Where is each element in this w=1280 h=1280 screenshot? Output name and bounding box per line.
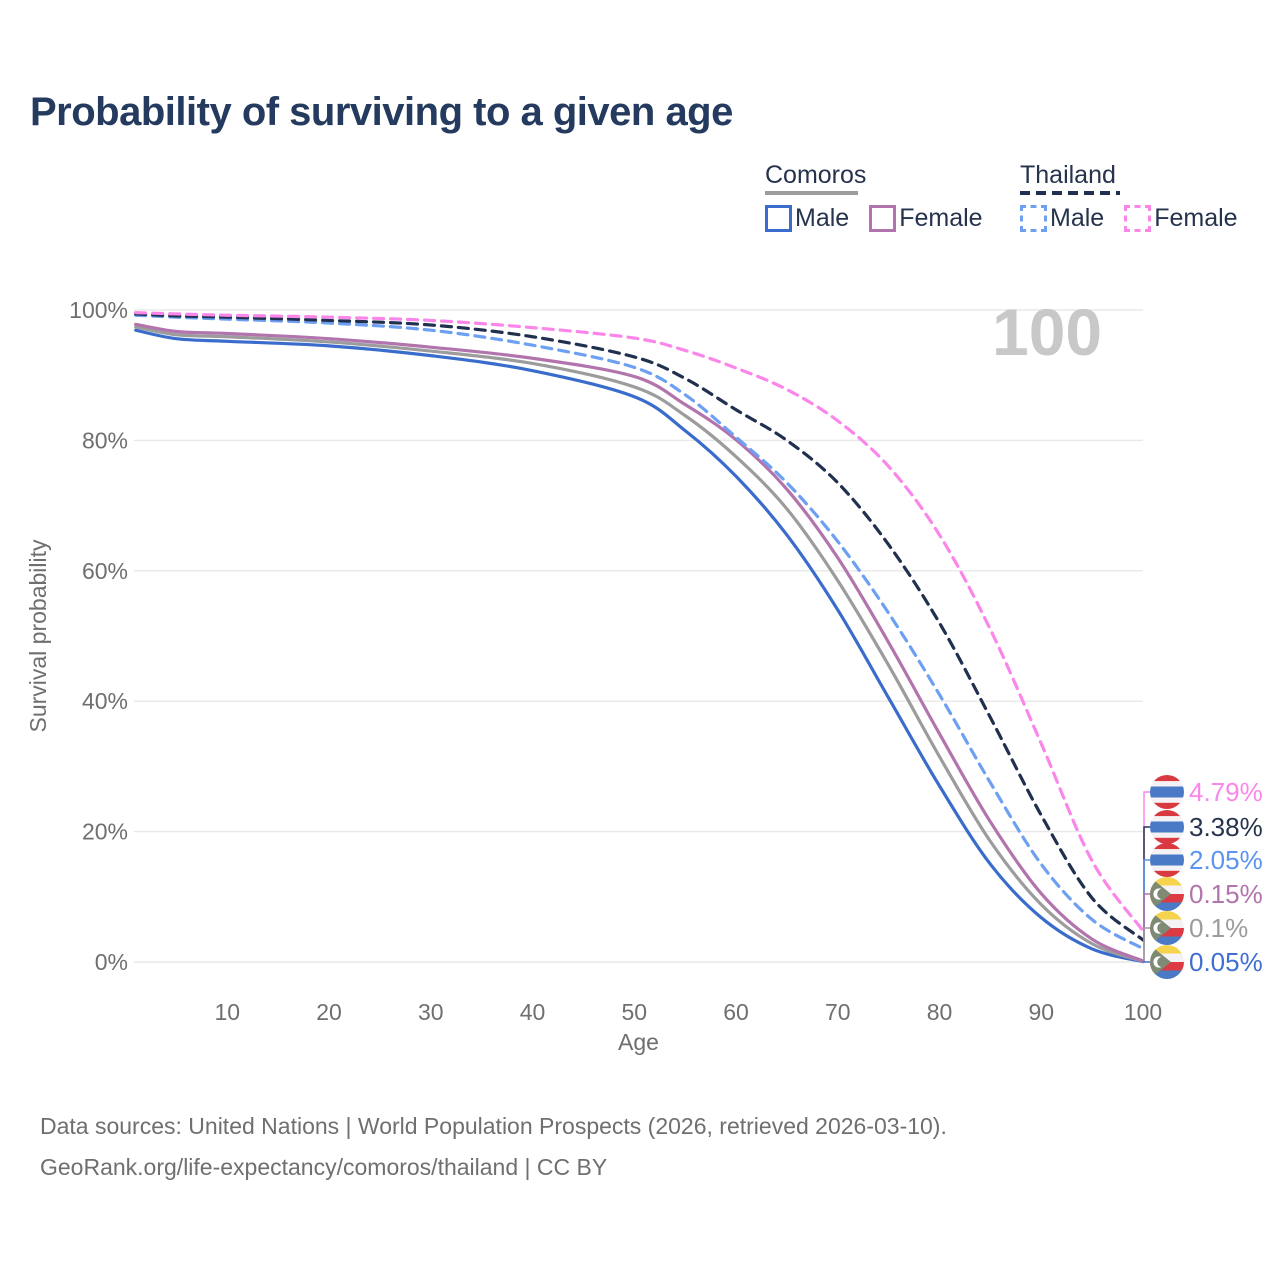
footer-line-1: Data sources: United Nations | World Pop… — [40, 1113, 947, 1139]
svg-text:60%: 60% — [82, 558, 128, 584]
svg-text:40%: 40% — [82, 688, 128, 714]
comoros-female-label: Female — [899, 204, 983, 232]
thailand-flag-icon — [1150, 810, 1184, 844]
endpoint-row: 0.15% — [1150, 877, 1263, 911]
svg-text:Age: Age — [618, 1029, 659, 1055]
age-watermark: 100 — [992, 295, 1103, 369]
svg-text:20%: 20% — [82, 819, 128, 845]
comoros-flag-icon — [1150, 911, 1184, 945]
endpoint-label: 0.15% — [1189, 878, 1263, 909]
thailand-flag-icon — [1150, 843, 1184, 877]
svg-text:50: 50 — [621, 999, 647, 1025]
svg-text:100%: 100% — [69, 297, 128, 323]
legend-thailand-title: Thailand — [1020, 161, 1116, 189]
endpoint-row: 0.1% — [1150, 911, 1248, 945]
endpoint-row: 3.38% — [1150, 810, 1263, 844]
svg-text:70: 70 — [825, 999, 851, 1025]
svg-text:Survival probability: Survival probability — [25, 539, 51, 733]
svg-text:100: 100 — [1124, 999, 1162, 1025]
legend-thailand-line-swatch — [1020, 191, 1120, 195]
data-source-footer: Data sources: United Nations | World Pop… — [40, 1106, 947, 1188]
comoros-flag-icon — [1150, 945, 1184, 979]
thailand-female-label: Female — [1154, 204, 1238, 232]
endpoint-label: 3.38% — [1189, 811, 1263, 842]
comoros-male-swatch — [765, 205, 792, 232]
svg-text:90: 90 — [1028, 999, 1054, 1025]
endpoint-row: 4.79% — [1150, 775, 1263, 809]
svg-text:10: 10 — [214, 999, 240, 1025]
svg-text:30: 30 — [418, 999, 444, 1025]
endpoint-label: 0.1% — [1189, 912, 1249, 943]
footer-line-2: GeoRank.org/life-expectancy/comoros/thai… — [40, 1154, 608, 1180]
svg-text:80: 80 — [927, 999, 953, 1025]
svg-text:0%: 0% — [95, 949, 128, 975]
legend-comoros: Comoros Male Female — [765, 162, 1003, 233]
comoros-female-swatch — [869, 205, 897, 232]
endpoint-label: 4.79% — [1189, 776, 1263, 807]
endpoint-label: 0.05% — [1189, 946, 1263, 977]
legend-comoros-title: Comoros — [765, 161, 867, 189]
endpoint-label: 2.05% — [1189, 844, 1263, 875]
thailand-male-label: Male — [1050, 204, 1105, 232]
page-title: Probability of surviving to a given age — [30, 90, 733, 134]
svg-text:60: 60 — [723, 999, 749, 1025]
svg-text:40: 40 — [520, 999, 546, 1025]
svg-text:80%: 80% — [82, 427, 128, 453]
legend-comoros-line-swatch — [765, 191, 858, 195]
legend-thailand: Thailand Male Female — [1020, 162, 1258, 233]
endpoint-row: 2.05% — [1150, 843, 1263, 877]
thailand-female-swatch — [1124, 205, 1152, 232]
endpoint-row: 0.05% — [1150, 945, 1263, 979]
comoros-male-label: Male — [795, 204, 850, 232]
thailand-male-swatch — [1020, 205, 1047, 232]
svg-text:20: 20 — [316, 999, 342, 1025]
comoros-flag-icon — [1150, 877, 1184, 911]
thailand-flag-icon — [1150, 775, 1184, 809]
